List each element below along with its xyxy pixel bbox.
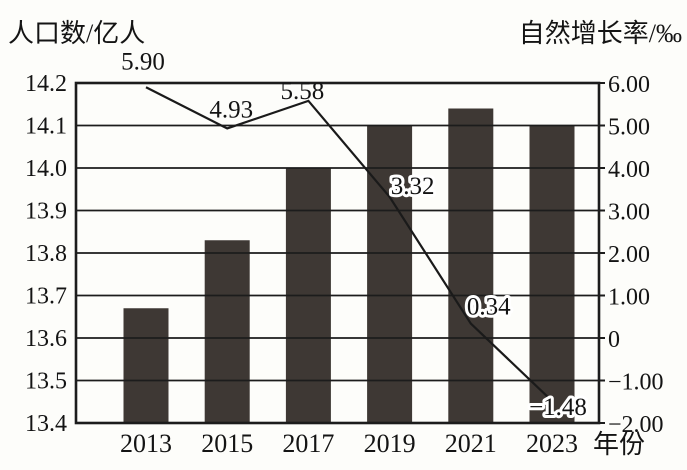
left-axis-tick-label: 13.6 bbox=[25, 326, 67, 352]
bar-2013 bbox=[123, 308, 169, 423]
x-tick-label-2015: 2015 bbox=[201, 429, 253, 458]
right-axis-tick-label: 6.00 bbox=[608, 72, 650, 98]
x-tick-label-2017: 2017 bbox=[282, 429, 334, 458]
left-axis-tick-label: 13.7 bbox=[25, 284, 67, 310]
left-axis-tick-label: 14.0 bbox=[25, 156, 67, 182]
bar-2021 bbox=[448, 108, 494, 423]
bars-layer bbox=[123, 108, 575, 423]
point-label: −1.48 bbox=[529, 394, 587, 421]
right-axis-tick-label: 1.00 bbox=[608, 285, 650, 311]
point-label: 0.34 bbox=[467, 294, 511, 321]
x-tick-label-2023: 2023 bbox=[526, 429, 578, 458]
growth-rate-line bbox=[145, 86, 553, 402]
x-axis-title: 年份 bbox=[593, 430, 645, 459]
grid-layer bbox=[74, 81, 605, 425]
right-axis-tick-label: 4.00 bbox=[608, 157, 650, 183]
point-label: 5.58 bbox=[281, 78, 325, 105]
point-label: 4.93 bbox=[209, 96, 253, 123]
right-axis-tick-label: 3.00 bbox=[608, 200, 650, 226]
labels-layer: 14.2 14.1 14.0 13.9 13.8 13.7 13.6 13.5 13.4 6.00… bbox=[25, 48, 664, 458]
right-axis-tick-label: −1.00 bbox=[608, 370, 664, 396]
x-tick-label-2019: 2019 bbox=[364, 429, 416, 458]
left-axis-title: 人口数/亿人 bbox=[8, 19, 145, 48]
bar-2015 bbox=[204, 240, 250, 423]
point-label: 3.32 bbox=[391, 173, 435, 200]
x-tick-label-2013: 2013 bbox=[120, 429, 172, 458]
line-layer bbox=[145, 86, 553, 402]
left-axis-tick-label: 13.8 bbox=[25, 241, 67, 267]
bar-2019 bbox=[367, 125, 413, 423]
right-axis-title: 自然增长率/‰ bbox=[519, 19, 682, 48]
x-tick-label-2021: 2021 bbox=[445, 429, 497, 458]
left-axis-tick-label: 14.2 bbox=[25, 71, 67, 97]
point-label: 5.90 bbox=[121, 48, 165, 75]
left-axis-tick-label: 13.9 bbox=[25, 199, 67, 225]
right-axis-tick-label: 5.00 bbox=[608, 115, 650, 141]
left-axis-tick-label: 13.4 bbox=[25, 411, 67, 437]
right-axis-tick-label: −2.00 bbox=[608, 412, 664, 438]
left-axis-tick-label: 13.5 bbox=[25, 369, 67, 395]
bar-2023 bbox=[529, 125, 575, 423]
right-axis-tick-label: 2.00 bbox=[608, 242, 650, 268]
left-axis-tick-label: 14.1 bbox=[25, 114, 67, 140]
right-axis-tick-label: 0 bbox=[608, 327, 620, 353]
